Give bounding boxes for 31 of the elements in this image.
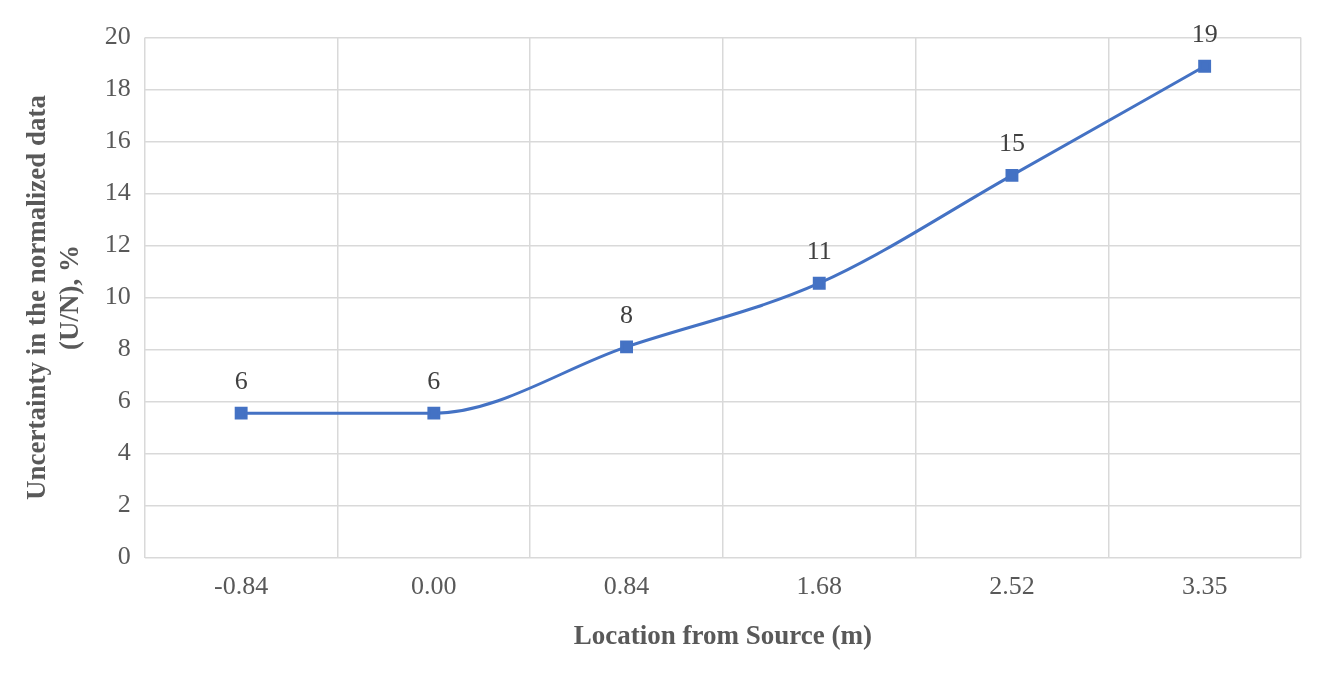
point [427, 406, 441, 420]
y-tick-label: 18 [104, 73, 131, 103]
data-label: 11 [806, 236, 832, 266]
y-tick-label: 2 [117, 489, 131, 519]
point [1005, 168, 1019, 182]
y-axis-title: Uncertainty in the normalized data (U/N), % [21, 94, 84, 500]
y-tick-label: 12 [104, 229, 131, 259]
y-tick-label: 8 [117, 333, 131, 363]
x-axis-title: Location from Source (m) [573, 619, 872, 650]
x-tick-label: 2.52 [989, 570, 1035, 600]
data-label: 8 [620, 299, 634, 329]
y-tick-label: 0 [117, 541, 131, 571]
y-tick-label: 4 [117, 437, 131, 467]
data-label: 15 [998, 128, 1025, 158]
data-label: 6 [234, 365, 248, 395]
x-tick-label: 0.84 [603, 570, 650, 600]
point [620, 340, 633, 354]
y-tick-label: 6 [117, 385, 131, 415]
x-tick-label: 3.35 [1181, 570, 1228, 600]
point [1198, 59, 1212, 73]
y-tick-label: 20 [104, 21, 131, 51]
data-label: 6 [427, 365, 441, 395]
y-tick-label: 14 [104, 177, 131, 207]
x-tick-label: -0.84 [214, 570, 269, 600]
point [812, 276, 826, 290]
x-tick-label: 1.68 [796, 570, 842, 600]
point [234, 406, 248, 420]
y-tick-label: 16 [104, 125, 131, 155]
x-tick-label: 0.00 [411, 570, 457, 600]
y-tick-label: 10 [104, 281, 131, 311]
data-label: 19 [1191, 19, 1218, 49]
